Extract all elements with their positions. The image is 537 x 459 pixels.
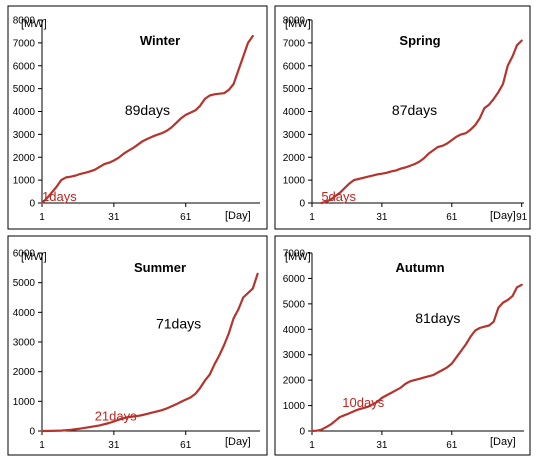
panel-frame: [274, 235, 531, 456]
y-tick-label: 3000: [13, 338, 36, 349]
duration-annotation: 89days: [125, 102, 170, 118]
start-day-annotation: 5days: [321, 189, 356, 204]
chart-panel-spring: 0 1000 2000 3000 4000 5000 6000 7000 8000 1 31 61 91…: [274, 5, 531, 230]
x-tick-label: 31: [376, 212, 388, 223]
chart-panel-autumn: 0 1000 2000 3000 4000 5000 6000 7000 1 31 61 [MW] [D…: [274, 235, 531, 456]
panel-frame: [7, 5, 268, 230]
y-tick-label: 2000: [283, 376, 306, 387]
y-tick-label: 8000: [13, 16, 36, 27]
y-tick-label: 1000: [13, 176, 36, 187]
y-tick-label: 6000: [283, 61, 306, 72]
x-tick-label: 31: [108, 212, 120, 223]
y-unit-label: [MW]: [21, 18, 47, 30]
series-line: [310, 283, 523, 433]
y-tick-label: 2000: [283, 153, 306, 164]
y-tick-label: 3000: [283, 350, 306, 361]
panel-frame: [7, 235, 268, 456]
chart-panel-winter: 0 1000 2000 3000 4000 5000 6000 7000 8000 1 31 61 [M…: [7, 5, 268, 230]
y-tick-label: 3000: [13, 130, 36, 141]
y-tick-label: 4000: [13, 308, 36, 319]
chart-title: Autumn: [395, 260, 444, 275]
y-tick-label: 2000: [13, 367, 36, 378]
y-tick-label: 0: [299, 427, 305, 438]
y-tick-label: 1000: [283, 176, 306, 187]
x-tick-label: 61: [446, 212, 458, 223]
y-tick-label: 2000: [13, 153, 36, 164]
x-tick-label: 31: [108, 440, 120, 451]
x-tick-label: 91: [516, 212, 528, 223]
y-unit-label: [MW]: [285, 251, 311, 263]
y-tick-label: 5000: [283, 84, 306, 95]
duration-annotation: 87days: [392, 102, 437, 118]
y-tick-label: 6000: [283, 274, 306, 285]
x-tick-label: 61: [180, 212, 192, 223]
chart-title: Winter: [140, 33, 180, 48]
x-tick-label: 1: [39, 440, 45, 451]
y-tick-label: 0: [29, 199, 35, 210]
chart-title: Summer: [134, 260, 186, 275]
y-tick-label: 6000: [13, 61, 36, 72]
y-unit-label: [MW]: [285, 18, 311, 30]
chart-title: Spring: [399, 33, 440, 48]
y-tick-label: 0: [29, 427, 35, 438]
series-line: [40, 272, 259, 433]
y-tick-label: 5000: [283, 299, 306, 310]
x-unit-label: [Day]: [225, 210, 251, 222]
start-day-annotation: 1days: [42, 189, 77, 204]
y-tick-label: 4000: [13, 107, 36, 118]
x-tick-label: 1: [309, 212, 315, 223]
x-tick-label: 1: [39, 212, 45, 223]
start-day-annotation: 21days: [95, 408, 137, 423]
y-unit-label: [MW]: [21, 251, 47, 263]
y-tick-label: 1000: [13, 397, 36, 408]
series-line: [40, 34, 254, 205]
x-tick-label: 61: [446, 440, 458, 451]
y-tick-label: 3000: [283, 130, 306, 141]
y-tick-label: 5000: [13, 278, 36, 289]
x-tick-label: 31: [376, 440, 388, 451]
y-tick-label: 6000: [13, 249, 36, 260]
y-tick-label: 1000: [283, 401, 306, 412]
y-tick-label: 4000: [283, 107, 306, 118]
x-tick-label: 1: [309, 440, 315, 451]
y-tick-label: 8000: [283, 16, 306, 27]
x-unit-label: [Day]: [490, 210, 516, 222]
y-tick-label: 7000: [283, 249, 306, 260]
y-tick-label: 5000: [13, 84, 36, 95]
series-line: [320, 39, 523, 205]
panel-frame: [274, 5, 531, 230]
duration-annotation: 71days: [156, 316, 201, 332]
x-tick-label: 61: [180, 440, 192, 451]
x-unit-label: [Day]: [225, 436, 251, 448]
duration-annotation: 81days: [415, 310, 460, 326]
x-unit-label: [Day]: [490, 436, 516, 448]
start-day-annotation: 10days: [342, 395, 384, 410]
chart-panel-summer: 0 1000 2000 3000 4000 5000 6000 1 31 61 [MW] [Day] S…: [7, 235, 268, 456]
y-tick-label: 0: [299, 199, 305, 210]
y-tick-label: 7000: [13, 38, 36, 49]
y-tick-label: 7000: [283, 38, 306, 49]
y-tick-label: 4000: [283, 325, 306, 336]
